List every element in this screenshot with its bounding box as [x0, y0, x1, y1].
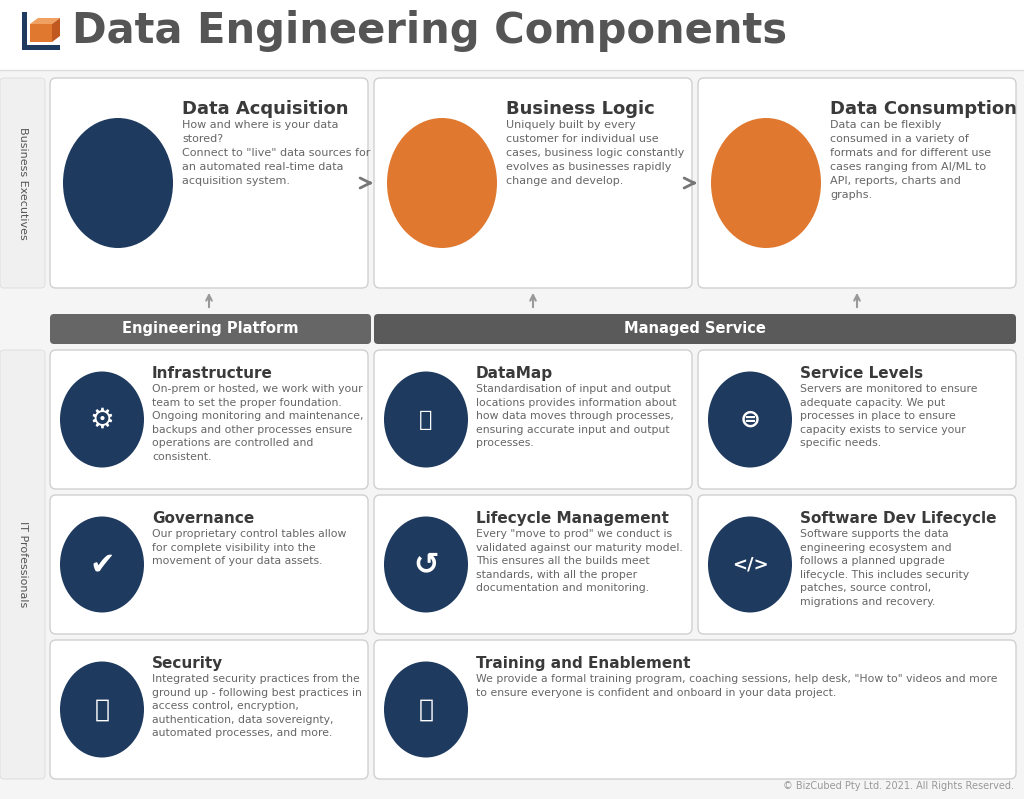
Ellipse shape [63, 118, 173, 248]
FancyBboxPatch shape [698, 495, 1016, 634]
Text: 📖: 📖 [419, 698, 433, 721]
Text: Every "move to prod" we conduct is
validated against our maturity model.
This en: Every "move to prod" we conduct is valid… [476, 529, 683, 594]
FancyBboxPatch shape [0, 0, 1024, 70]
Text: Managed Service: Managed Service [624, 321, 766, 336]
Text: Training and Enablement: Training and Enablement [476, 656, 690, 671]
Text: ✔: ✔ [89, 550, 115, 579]
FancyBboxPatch shape [50, 350, 368, 489]
Text: IT Professionals: IT Professionals [17, 522, 28, 607]
Ellipse shape [708, 516, 792, 613]
FancyBboxPatch shape [374, 495, 692, 634]
Polygon shape [30, 24, 52, 42]
Text: How and where is your data
stored?
Connect to "live" data sources for
an automat: How and where is your data stored? Conne… [182, 120, 371, 186]
Polygon shape [22, 12, 27, 50]
Ellipse shape [711, 118, 821, 248]
Text: </>: </> [732, 555, 768, 574]
Text: Governance: Governance [152, 511, 254, 526]
FancyBboxPatch shape [374, 314, 1016, 344]
FancyBboxPatch shape [0, 350, 45, 779]
Text: ↺: ↺ [414, 550, 438, 579]
Text: Engineering Platform: Engineering Platform [122, 321, 299, 336]
FancyBboxPatch shape [0, 78, 45, 288]
FancyBboxPatch shape [50, 314, 371, 344]
Text: Integrated security practices from the
ground up - following best practices in
a: Integrated security practices from the g… [152, 674, 361, 738]
Polygon shape [22, 45, 60, 50]
Ellipse shape [60, 372, 144, 467]
Text: Data Engineering Components: Data Engineering Components [72, 10, 787, 52]
Text: Data Consumption: Data Consumption [830, 100, 1017, 118]
FancyBboxPatch shape [698, 350, 1016, 489]
Ellipse shape [60, 662, 144, 757]
Text: © BizCubed Pty Ltd. 2021. All Rights Reserved.: © BizCubed Pty Ltd. 2021. All Rights Res… [783, 781, 1014, 791]
Text: Software Dev Lifecycle: Software Dev Lifecycle [800, 511, 996, 526]
Text: Our proprietary control tables allow
for complete visibility into the
movement o: Our proprietary control tables allow for… [152, 529, 346, 566]
FancyBboxPatch shape [374, 640, 1016, 779]
Text: We provide a formal training program, coaching sessions, help desk, "How to" vid: We provide a formal training program, co… [476, 674, 997, 698]
Polygon shape [30, 18, 60, 24]
Text: Standardisation of input and output
locations provides information about
how dat: Standardisation of input and output loca… [476, 384, 677, 448]
Ellipse shape [384, 516, 468, 613]
FancyBboxPatch shape [374, 78, 692, 288]
Text: Data Acquisition: Data Acquisition [182, 100, 348, 118]
FancyBboxPatch shape [698, 78, 1016, 288]
Text: Business Logic: Business Logic [506, 100, 654, 118]
Text: Infrastructure: Infrastructure [152, 366, 272, 381]
Text: Software supports the data
engineering ecosystem and
follows a planned upgrade
l: Software supports the data engineering e… [800, 529, 969, 607]
Ellipse shape [384, 662, 468, 757]
Text: Security: Security [152, 656, 223, 671]
Text: Service Levels: Service Levels [800, 366, 923, 381]
Text: ⚙: ⚙ [89, 406, 115, 434]
FancyBboxPatch shape [50, 640, 368, 779]
Ellipse shape [384, 372, 468, 467]
Text: 🔒: 🔒 [94, 698, 110, 721]
FancyBboxPatch shape [50, 495, 368, 634]
Text: DataMap: DataMap [476, 366, 553, 381]
Text: On-prem or hosted, we work with your
team to set the proper foundation.
Ongoing : On-prem or hosted, we work with your tea… [152, 384, 364, 462]
Text: ⬛: ⬛ [419, 410, 433, 430]
Text: Data can be flexibly
consumed in a variety of
formats and for different use
case: Data can be flexibly consumed in a varie… [830, 120, 991, 200]
Ellipse shape [708, 372, 792, 467]
Text: ⊜: ⊜ [739, 407, 761, 431]
FancyBboxPatch shape [374, 350, 692, 489]
Text: Lifecycle Management: Lifecycle Management [476, 511, 669, 526]
Polygon shape [52, 18, 60, 42]
Ellipse shape [387, 118, 497, 248]
Ellipse shape [60, 516, 144, 613]
Text: Uniquely built by every
customer for individual use
cases, business logic consta: Uniquely built by every customer for ind… [506, 120, 684, 186]
Text: Business Executives: Business Executives [17, 126, 28, 240]
FancyBboxPatch shape [50, 78, 368, 288]
Text: Servers are monitored to ensure
adequate capacity. We put
processes in place to : Servers are monitored to ensure adequate… [800, 384, 978, 448]
